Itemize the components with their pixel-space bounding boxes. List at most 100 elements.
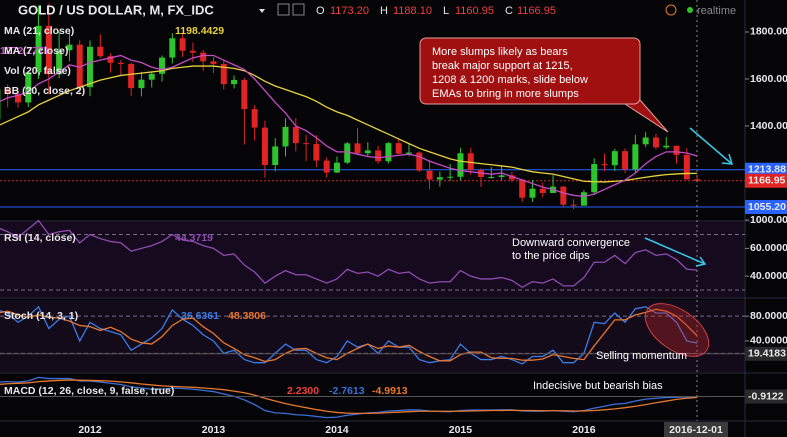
legend-value: 44.3719: [175, 232, 213, 244]
candle-body: [601, 164, 608, 166]
rsi-note: Downward convergence: [512, 237, 630, 249]
candle-body: [45, 25, 52, 75]
ohlc-value: 1160.95: [455, 5, 494, 17]
candle-body: [519, 179, 526, 198]
candle-body: [189, 50, 196, 53]
rsi-panel: [0, 222, 745, 297]
candle-body: [642, 137, 649, 145]
candle-body: [591, 164, 598, 193]
ohlc-value: 1166.95: [517, 5, 556, 17]
marker-tag: [745, 389, 787, 404]
callout-box: [419, 37, 641, 105]
candle-body: [673, 145, 680, 155]
candle-body: [138, 79, 145, 89]
y-tick-label: 1000.00: [750, 214, 787, 226]
plot: 2012 2013 2014 2015 2016 1000.00 1400.00 1600.0…: [0, 3, 787, 436]
ohlc-label: C: [505, 5, 513, 17]
arrow-head: [721, 153, 734, 165]
candle-body: [210, 61, 217, 64]
candle-body: [76, 44, 83, 88]
y-tick-label: 40.0000: [750, 335, 787, 347]
candle-body: [570, 204, 577, 206]
series-line: [0, 54, 698, 198]
candle-body: [529, 188, 536, 198]
price-tag: [745, 162, 787, 177]
cursor-date: 2016-12-01: [669, 424, 723, 436]
indicator-title: MACD (12, 26, close, 9, false, true): [4, 385, 174, 397]
arrow: [644, 237, 706, 265]
x-tick-label: 2014: [325, 424, 349, 436]
candle-body: [4, 89, 11, 95]
arrows: [644, 127, 734, 267]
candle-body: [611, 151, 618, 166]
candle-body: [683, 154, 690, 180]
candle-body: [416, 152, 423, 171]
candle-body: [179, 38, 186, 51]
candle-body: [364, 150, 371, 154]
status-icon: [665, 4, 677, 16]
legend-value: 1272.2771: [0, 45, 50, 57]
histogram-readout: 2.2300: [287, 385, 319, 397]
candle-body: [25, 72, 32, 103]
x-tick-label: 2013: [202, 424, 226, 436]
candle-body: [261, 127, 268, 165]
stoch-panel: [0, 300, 745, 372]
ohlc-label: H: [380, 5, 388, 17]
legend-value: 36.6361: [181, 310, 219, 322]
candle-body: [148, 73, 155, 80]
candle-body: [385, 143, 392, 162]
x-tick-label: 2016: [572, 424, 596, 436]
callout-text: EMAs to bring in more slumps: [432, 88, 579, 100]
candle-body: [292, 126, 299, 144]
candle-body: [632, 144, 639, 170]
ohlc-label: L: [443, 5, 449, 17]
candle-body: [498, 175, 505, 177]
legend-value: -2.7613: [329, 385, 365, 397]
candle-body: [107, 56, 114, 63]
candle-body: [87, 46, 93, 88]
candle-body: [508, 175, 515, 180]
callout-text: 1208 & 1200 marks, slide below: [432, 74, 588, 86]
x-tick-label: 2015: [449, 424, 473, 436]
candle-body: [303, 143, 310, 145]
dropdown[interactable]: [259, 9, 265, 13]
arrow-head: [695, 256, 707, 267]
candle-body: [323, 160, 330, 173]
candle-body: [169, 38, 176, 58]
callout-text: break major support at 1215,: [432, 60, 573, 72]
marker-label: 19.4183: [748, 348, 786, 360]
y-tick-label: 40.0000: [750, 270, 787, 282]
candle-body: [56, 50, 63, 75]
price-tag-label: 1055.20: [748, 201, 786, 213]
series-line: [0, 219, 698, 289]
candle-body: [457, 153, 464, 177]
highlight: [644, 303, 710, 357]
icon[interactable]: [292, 3, 305, 16]
candle-body: [14, 94, 21, 103]
candle-body: [200, 52, 207, 62]
candle-body: [405, 152, 412, 154]
legend-value: -4.9913: [372, 385, 408, 397]
ohlc-value: 1188.10: [393, 5, 432, 17]
y-tick-label: 60.0000: [750, 242, 787, 254]
candle-body: [488, 176, 495, 178]
candle-body: [395, 143, 402, 154]
candle-body: [447, 176, 454, 178]
y-tick-label: 80.0000: [750, 310, 787, 322]
ohlc-value: 1173.20: [330, 5, 369, 17]
icon[interactable]: [277, 3, 290, 16]
indicator-label: BB (20, close, 2): [4, 85, 85, 97]
candle-body: [97, 46, 104, 57]
arrow: [689, 127, 733, 165]
candle-body: [128, 63, 135, 89]
candle-body: [652, 137, 659, 148]
status: realtime: [697, 5, 736, 17]
price-tag: [745, 200, 787, 215]
price-tag: [745, 173, 787, 188]
series-line: [0, 305, 698, 365]
y-tick-label: 1400.00: [750, 120, 787, 132]
marker-tag: [745, 346, 787, 361]
candle-body: [580, 192, 587, 206]
legend-value: 1198.4429: [175, 25, 224, 37]
